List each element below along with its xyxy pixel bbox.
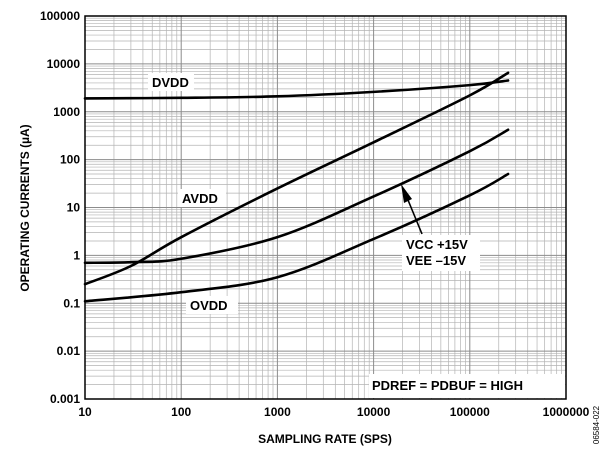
x-tick-label: 10000	[357, 405, 391, 419]
y-tick-label: 10	[67, 201, 81, 215]
y-tick-label: 0.001	[50, 392, 80, 406]
y-axis-label: OPERATING CURRENTS (µA)	[18, 124, 32, 291]
series-line-avdd	[83, 71, 510, 286]
plot-frame	[84, 15, 567, 400]
avdd-label: AVDD	[182, 191, 218, 206]
avdd-label-bg	[178, 189, 226, 207]
dvdd-label-bg	[148, 73, 194, 91]
y-tick-label: 0.1	[63, 296, 80, 310]
condition-box	[369, 374, 565, 398]
y-tick-label: 100000	[40, 9, 80, 23]
dvdd-label: DVDD	[152, 75, 189, 90]
series-line-ovdd	[83, 172, 510, 303]
vcc-label-bg	[402, 235, 480, 271]
vcc-label: VCC +15V	[406, 237, 468, 252]
ovdd-label-bg	[186, 296, 238, 314]
series-line-dvdd	[83, 79, 510, 100]
series-lines	[83, 71, 510, 303]
x-tick-labels: 10 100 1000 10000 100000 1000000	[78, 405, 589, 419]
x-tick-label: 100	[171, 405, 191, 419]
x-tick-label: 100000	[450, 405, 490, 419]
series-line-vcc-15v-vee-15v	[83, 128, 510, 265]
y-tick-label: 0.01	[57, 344, 81, 358]
y-tick-labels: 0.001 0.01 0.1 1 10 100 1000 10000 100000	[40, 9, 80, 406]
figure-id: 06584-022	[592, 405, 601, 444]
condition-label: PDREF = PDBUF = HIGH	[372, 378, 523, 393]
x-axis-label: SAMPLING RATE (SPS)	[258, 432, 392, 446]
y-tick-label: 10000	[47, 57, 81, 71]
y-tick-label: 1000	[53, 105, 80, 119]
x-tick-label: 1000	[264, 405, 291, 419]
y-tick-label: 100	[60, 153, 80, 167]
x-tick-label: 1000000	[543, 405, 590, 419]
vcc-arrowhead	[401, 184, 412, 203]
vcc-arrow-line	[407, 199, 423, 235]
ovdd-label: OVDD	[190, 298, 228, 313]
x-tick-label: 10	[78, 405, 92, 419]
vee-label: VEE –15V	[406, 253, 466, 268]
y-tick-label: 1	[73, 248, 80, 262]
